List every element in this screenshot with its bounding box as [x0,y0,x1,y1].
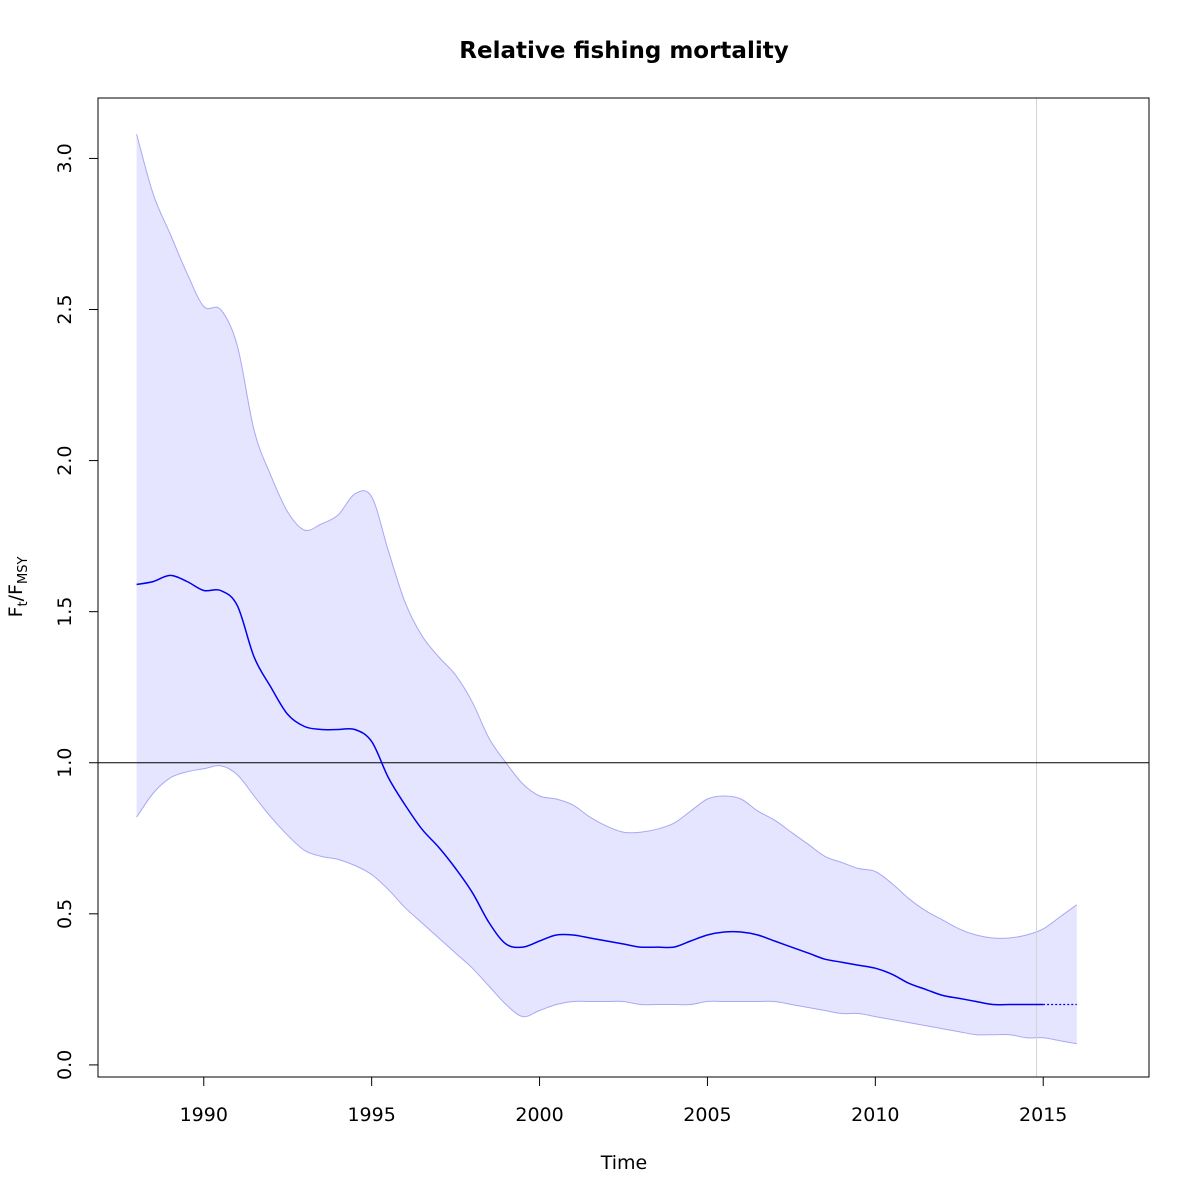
confidence-band [136,134,1077,1044]
x-tick-label: 2000 [515,1104,563,1126]
y-axis-label: Ft/FMSY [5,557,31,618]
x-tick-label: 2010 [851,1104,899,1126]
x-tick-label: 2015 [1019,1104,1067,1126]
y-tick-label: 2.5 [54,294,76,324]
y-tick-label: 0.0 [54,1050,76,1080]
y-label-sub-t: t [16,601,31,606]
estimate-line [136,574,1044,1006]
x-axis: 1990 1995 2000 2005 2010 2015 [180,1076,1067,1126]
y-label-sub-msy: MSY [16,557,31,584]
y-label-f: F [5,606,27,617]
y-tick-label: 3.0 [54,143,76,173]
plot-area [97,97,1150,1078]
lower-ci-line [136,765,1077,1045]
x-tick-label: 1995 [347,1104,395,1126]
x-tick-label: 1990 [180,1104,228,1126]
x-axis-label: Time [600,1152,648,1174]
y-tick-label: 0.5 [54,899,76,929]
chart-title: Relative fishing mortality [459,38,788,64]
x-tick-label: 2005 [683,1104,731,1126]
y-tick-label: 1.0 [54,748,76,778]
y-tick-label: 1.5 [54,597,76,627]
y-label-f2: F [5,584,27,595]
y-label-slash: / [5,594,27,601]
y-axis: 0.0 0.5 1.0 1.5 2.0 2.5 3.0 [54,143,99,1080]
upper-ci-line [136,134,1078,939]
y-tick-label: 2.0 [54,445,76,475]
